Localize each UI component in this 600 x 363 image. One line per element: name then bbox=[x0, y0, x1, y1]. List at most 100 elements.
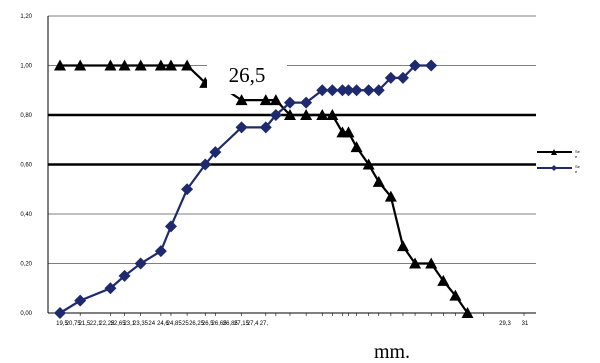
legend-box bbox=[536, 146, 600, 174]
data-point bbox=[425, 59, 438, 72]
data-point bbox=[372, 175, 385, 187]
data-point bbox=[54, 59, 66, 71]
data-point bbox=[199, 158, 212, 171]
data-point bbox=[209, 146, 222, 159]
y-tick-label: 0,60 bbox=[20, 163, 32, 169]
data-point bbox=[235, 121, 248, 134]
x-tick-label: 25 bbox=[182, 321, 189, 327]
y-tick-labels: 0,00 0,20 0,40 0,60 0,80 1,00 1,20 bbox=[20, 14, 32, 317]
data-point bbox=[259, 94, 272, 106]
data-point bbox=[396, 240, 409, 252]
data-point bbox=[350, 141, 363, 153]
x-tick-label: 26,85 bbox=[223, 321, 239, 327]
annotation-label: 26,5 bbox=[229, 63, 266, 87]
data-point bbox=[54, 307, 66, 319]
data-point bbox=[384, 71, 397, 84]
data-point bbox=[164, 59, 177, 71]
legend-marker-1 bbox=[551, 149, 557, 155]
x-tick-label: 24 bbox=[148, 321, 155, 327]
data-point bbox=[461, 307, 474, 318]
data-point bbox=[437, 274, 450, 286]
data-point bbox=[74, 59, 87, 71]
series bbox=[54, 59, 474, 319]
data-point bbox=[396, 71, 409, 84]
x-tick-label: 26,25 bbox=[189, 321, 205, 327]
data-point bbox=[154, 59, 167, 71]
series-2 bbox=[54, 59, 438, 319]
data-point bbox=[104, 59, 117, 71]
data-point bbox=[384, 190, 397, 202]
legend-label-1b: e bbox=[575, 154, 578, 159]
data-point bbox=[269, 94, 282, 106]
data-point bbox=[336, 84, 349, 97]
data-point bbox=[350, 84, 363, 97]
data-point bbox=[269, 109, 282, 121]
data-point bbox=[316, 109, 329, 120]
annotation-background bbox=[207, 58, 287, 94]
data-point bbox=[409, 59, 422, 72]
data-point bbox=[235, 94, 248, 106]
data-point bbox=[283, 109, 296, 120]
legend-marker-2 bbox=[551, 165, 557, 171]
series-1 bbox=[54, 59, 474, 318]
reference-lines bbox=[48, 113, 536, 166]
x-tick-label: 22,65 bbox=[111, 321, 127, 327]
axes bbox=[47, 16, 536, 316]
data-point bbox=[342, 126, 355, 138]
data-point bbox=[449, 289, 462, 301]
data-point bbox=[342, 84, 355, 97]
x-tick-label: 24,6 bbox=[157, 321, 169, 327]
data-point bbox=[164, 220, 177, 233]
data-point bbox=[181, 59, 194, 71]
x-tick-label: 27,15 bbox=[234, 321, 250, 327]
data-point bbox=[362, 84, 375, 97]
x-tick-label: 22,1 bbox=[90, 321, 102, 327]
data-point bbox=[326, 84, 339, 97]
data-point bbox=[409, 257, 422, 269]
x-tick-label: 23,1 bbox=[123, 321, 135, 327]
annotation-box: 26,5 bbox=[207, 58, 287, 94]
x-tick-label: 26,5 bbox=[202, 321, 214, 327]
data-point bbox=[316, 84, 329, 97]
data-point bbox=[300, 96, 313, 109]
y-tick-label: 0,40 bbox=[20, 212, 32, 218]
data-point bbox=[134, 59, 147, 71]
y-tick-label: 1,00 bbox=[20, 64, 32, 70]
data-point bbox=[300, 109, 313, 120]
data-point bbox=[362, 158, 375, 170]
x-tick-label: 20,75 bbox=[66, 321, 82, 327]
x-tick-label: 24,85 bbox=[167, 321, 183, 327]
data-point bbox=[74, 294, 87, 307]
legend-label-2b: e bbox=[575, 169, 578, 174]
x-tick-label: 26,65 bbox=[212, 321, 228, 327]
gridlines bbox=[48, 15, 536, 264]
x-tick-label: 22,25 bbox=[99, 321, 115, 327]
data-point bbox=[118, 59, 131, 71]
x-unit-label: mm. bbox=[374, 341, 410, 363]
data-point bbox=[326, 109, 339, 120]
y-tick-label: 0,00 bbox=[20, 311, 32, 317]
x-tick-label: 27,4 bbox=[247, 321, 259, 327]
y-tick-label: 0,80 bbox=[20, 113, 32, 119]
legend: Se e Se e bbox=[536, 146, 600, 174]
data-point bbox=[118, 269, 131, 282]
data-point bbox=[134, 257, 147, 270]
x-tick-label: 21,5 bbox=[79, 321, 91, 327]
y-tick-label: 1,20 bbox=[20, 14, 32, 20]
x-tick-label: 29,3 bbox=[499, 321, 511, 327]
y-tick-label: 0,20 bbox=[20, 262, 32, 268]
x-tick-label: 19,5 bbox=[56, 321, 68, 327]
data-point bbox=[425, 257, 438, 269]
data-point bbox=[104, 282, 117, 295]
x-tick-label: 27, bbox=[260, 321, 269, 327]
legend-label-1: Se bbox=[575, 149, 581, 154]
x-tick-label: 23,35 bbox=[133, 321, 149, 327]
data-point bbox=[181, 183, 194, 196]
data-point bbox=[154, 245, 167, 258]
x-tick-label: 31 bbox=[522, 321, 529, 327]
data-point bbox=[372, 84, 385, 97]
data-point bbox=[283, 96, 296, 109]
legend-label-2: Se bbox=[575, 164, 581, 169]
